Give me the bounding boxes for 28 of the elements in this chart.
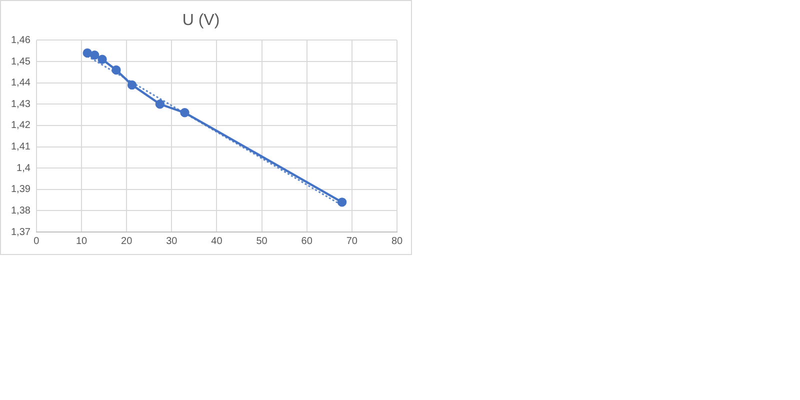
- y-tick-label: 1,46: [10, 34, 31, 46]
- x-tick-label: 20: [121, 236, 133, 247]
- y-tick-label: 1,4: [16, 162, 31, 174]
- x-tick-label: 70: [346, 236, 358, 247]
- y-tick-label: 1,41: [10, 142, 31, 153]
- x-tick-label: 50: [256, 236, 268, 247]
- x-tick-label: 30: [166, 236, 178, 247]
- y-tick-label: 1,38: [10, 205, 31, 216]
- y-tick-label: 1,39: [10, 184, 31, 196]
- x-tick-label: 10: [76, 236, 88, 247]
- chart-title: U (V): [182, 12, 220, 30]
- point: [112, 65, 121, 75]
- y-tick-label: 1,37: [10, 226, 31, 238]
- point: [90, 50, 100, 60]
- point: [337, 198, 347, 207]
- x-tick-label: 0: [34, 236, 40, 247]
- point: [82, 48, 92, 58]
- point: [127, 80, 137, 90]
- x-tick-label: 80: [391, 236, 403, 247]
- y-tick-label: 1,42: [10, 120, 31, 132]
- x-tick-label: 60: [301, 236, 313, 247]
- x-tick-label: 40: [211, 236, 223, 247]
- point: [180, 108, 190, 118]
- y-tick-label: 1,43: [10, 98, 31, 110]
- point: [155, 100, 165, 109]
- point: [98, 54, 107, 64]
- y-tick-label: 1,44: [10, 78, 31, 89]
- y-tick-label: 1,45: [10, 56, 31, 68]
